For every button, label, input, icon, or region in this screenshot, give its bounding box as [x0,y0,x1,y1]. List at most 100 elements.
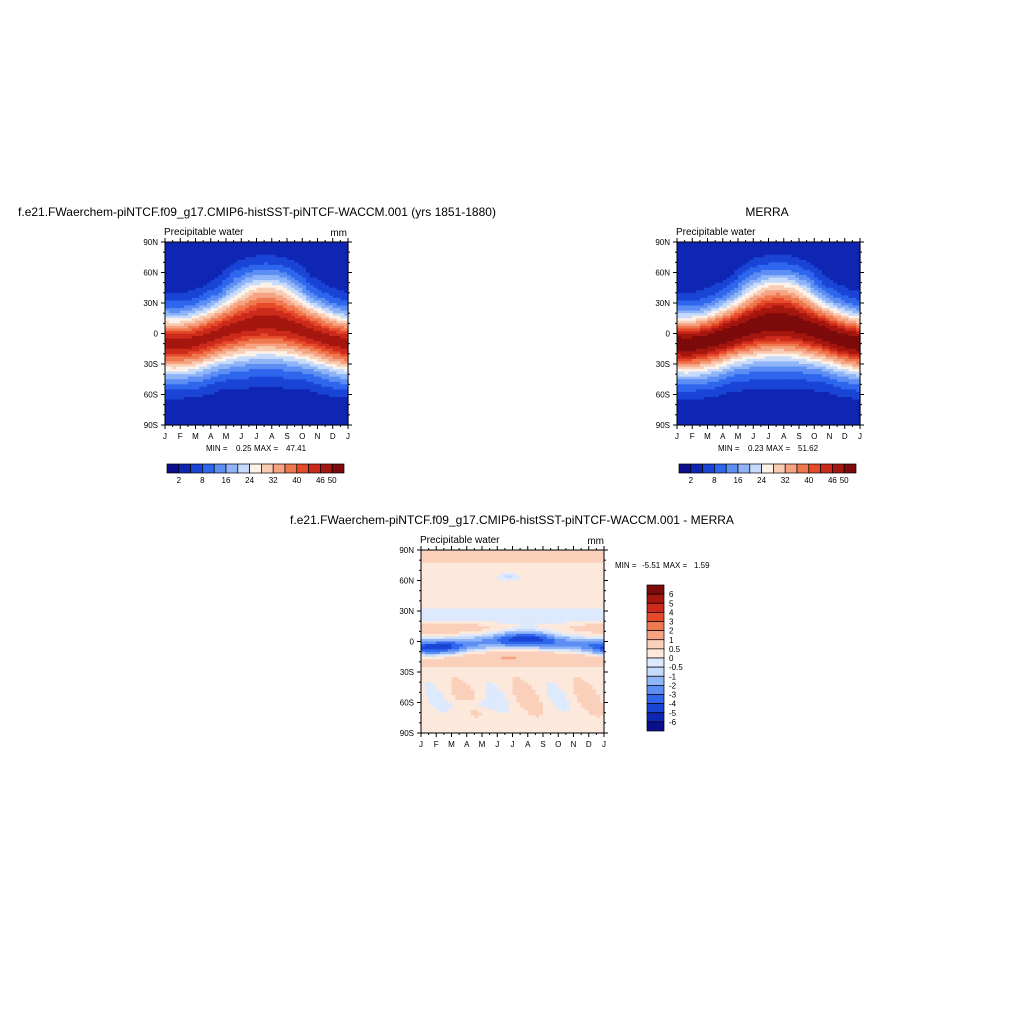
panel-model-cell [237,280,242,284]
panel-merra-cell [684,300,690,304]
panel-model-cell [344,280,349,284]
panel-model-cell [229,376,235,380]
panel-merra-cell [799,272,804,276]
panel-merra-cell [833,247,838,251]
panel-model-cell [328,277,334,281]
panel-model-cell [332,341,338,345]
panel-model-cell [256,308,261,312]
panel-model-cell [344,315,349,319]
panel-merra-cell [692,300,697,304]
panel-model-cell [325,386,330,391]
panel-model-cell [283,287,288,291]
panel-model-cell [306,384,311,388]
panel-model-cell [172,318,178,322]
panel-model-cell [313,404,319,408]
panel-model-cell [226,374,231,378]
panel-model-cell [321,386,326,391]
panel-model-cell [206,364,212,368]
panel-model-cell [237,379,242,383]
panel-model-cell [184,305,189,309]
panel-model-cell [222,285,227,289]
panel-merra-cell [738,267,743,271]
panel-model-cell [203,318,208,322]
panel-model-cell [306,242,311,246]
panel-model-cell [264,308,269,312]
panel-model-cell [233,402,239,406]
panel-model-cell [245,249,250,253]
panel-model-cell [237,318,242,322]
panel-model-cell [165,414,170,418]
panel-model-cell [260,282,265,286]
panel-model-cell [252,369,258,373]
panel-model-cell [290,282,296,286]
panel-model-cell [267,325,273,330]
panel-model-cell [210,267,216,271]
panel-merra-cell [806,305,812,309]
panel-model-cell [180,295,185,299]
panel-model-cell [321,419,326,424]
panel-model-cell [325,259,330,263]
panel-model-cell [328,300,334,304]
panel-merra-cell [787,252,792,256]
panel-merra-cell [741,300,747,304]
panel-model-cell [321,325,326,330]
panel-model-cell [321,348,326,352]
panel-model-cell [290,376,296,380]
panel-merra-cell [757,254,762,258]
panel-model-cell [165,300,170,304]
panel-merra-cell [787,242,792,246]
panel-model-cell [168,287,174,291]
panel-model-cell [210,397,216,401]
panel-model-cell [279,315,284,319]
panel-model-cell [199,336,204,340]
panel-model-cell [184,336,189,340]
panel-model-cell [210,272,216,276]
panel-model-cell [245,343,250,347]
panel-model-cell [294,300,300,304]
panel-merra-cell [677,277,682,281]
panel-model-cell [199,272,204,276]
panel-merra-cell [764,259,770,263]
panel-model-cell [187,262,193,266]
panel-model-cell [275,310,280,314]
panel-model-cell [165,386,170,391]
panel-model-cell [317,262,322,266]
panel-merra-cell [818,244,823,248]
panel-model-cell [336,297,341,302]
panel-merra-cell [802,275,808,279]
panel-model-cell [191,389,197,393]
panel-model-cell [180,351,185,355]
panel-merra-cell [734,285,739,289]
panel-model-cell [184,414,189,418]
panel-merra-cell [802,252,808,256]
panel-model-cell [271,397,277,401]
panel-model-cell [245,386,250,391]
panel-model-cell [226,290,231,294]
panel-model-cell [214,330,219,335]
panel-merra-cell [757,277,762,281]
panel-model-cell [241,269,246,274]
panel-model-cell [226,407,231,411]
panel-model-cell [309,361,315,365]
panel-model-cell [302,285,307,289]
panel-model-cell [222,409,227,413]
panel-model-cell [245,417,250,421]
panel-model-cell [275,262,280,266]
panel-merra-cell [818,280,823,284]
panel-model-cell [340,351,345,355]
panel-model-cell [340,353,345,357]
panel-model-cell [271,303,277,307]
panel-model-cell [184,313,189,317]
panel-model-cell [176,277,181,281]
panel-model-cell [226,313,231,317]
panel-model-cell [325,292,330,296]
panel-merra-cell [840,272,846,276]
panel-model-cell [245,374,250,378]
panel-model-cell [214,249,219,253]
panel-model-cell [226,300,231,304]
panel-model-cell [271,407,277,411]
panel-model-cell [328,364,334,368]
panel-merra-cell [806,262,812,266]
panel-model-cell [325,305,330,309]
panel-model-cell [309,262,315,266]
